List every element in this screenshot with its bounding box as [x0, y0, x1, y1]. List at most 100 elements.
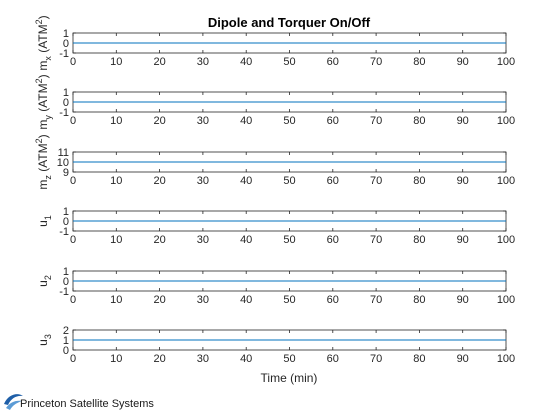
x-tick-label: 50: [283, 175, 295, 187]
y-tick-label: 0: [63, 216, 69, 228]
x-tick-label: 30: [197, 115, 209, 127]
x-tick-label: 0: [70, 294, 76, 306]
y-tick-label: 9: [63, 167, 69, 179]
x-tick-label: 10: [110, 56, 122, 68]
y-axis-label-mx: mx (ATM2): [34, 15, 53, 70]
x-tick-label: 30: [197, 294, 209, 306]
x-tick-label: 30: [197, 175, 209, 187]
x-tick-label: 30: [197, 234, 209, 246]
y-tick-label: 1: [63, 206, 69, 218]
x-axis-label: Time (min): [261, 371, 318, 385]
x-tick-label: 80: [413, 115, 425, 127]
x-tick-label: 20: [153, 115, 165, 127]
x-tick-label: 100: [497, 115, 515, 127]
x-tick-label: 60: [327, 294, 339, 306]
x-tick-label: 20: [153, 56, 165, 68]
x-tick-label: 10: [110, 175, 122, 187]
y-tick-label: 2: [63, 325, 69, 337]
brand-name: Princeton Satellite Systems: [20, 398, 154, 410]
x-tick-label: 40: [240, 175, 252, 187]
x-tick-label: 0: [70, 353, 76, 365]
y-axis-label-u1: u1: [36, 215, 53, 227]
x-tick-label: 20: [153, 353, 165, 365]
x-tick-label: 90: [457, 115, 469, 127]
x-tick-label: 90: [457, 175, 469, 187]
x-tick-label: 40: [240, 294, 252, 306]
y-axis-label-my: my (ATM2): [34, 74, 53, 129]
psslogo-icon: [4, 394, 23, 410]
y-tick-label: 0: [63, 276, 69, 288]
x-tick-label: 10: [110, 353, 122, 365]
x-tick-label: 90: [457, 56, 469, 68]
x-tick-label: 40: [240, 56, 252, 68]
x-tick-label: 90: [457, 234, 469, 246]
x-tick-label: 80: [413, 353, 425, 365]
x-tick-label: 60: [327, 56, 339, 68]
x-tick-label: 90: [457, 353, 469, 365]
x-tick-label: 70: [370, 56, 382, 68]
x-tick-label: 100: [497, 175, 515, 187]
x-tick-label: 50: [283, 56, 295, 68]
y-tick-label: -1: [59, 107, 69, 119]
y-tick-label: -1: [59, 226, 69, 238]
x-tick-label: 50: [283, 294, 295, 306]
x-tick-label: 20: [153, 175, 165, 187]
x-tick-label: 10: [110, 115, 122, 127]
y-axis-label-u3: u3: [36, 334, 53, 346]
x-tick-label: 100: [497, 353, 515, 365]
x-tick-label: 70: [370, 234, 382, 246]
x-tick-label: 60: [327, 115, 339, 127]
x-tick-label: 80: [413, 234, 425, 246]
x-tick-label: 50: [283, 234, 295, 246]
x-tick-label: 60: [327, 175, 339, 187]
subplot-u3: 0 10 20 30 40 50 60 70 80 90 100 012 u3: [36, 325, 515, 365]
x-tick-label: 30: [197, 353, 209, 365]
x-tick-label: 80: [413, 294, 425, 306]
x-tick-label: 90: [457, 294, 469, 306]
y-tick-label: 1: [63, 28, 69, 40]
x-tick-label: 10: [110, 294, 122, 306]
y-tick-label: 1: [63, 266, 69, 278]
x-tick-label: 80: [413, 56, 425, 68]
x-tick-label: 0: [70, 56, 76, 68]
x-tick-label: 40: [240, 353, 252, 365]
y-tick-label: 1: [63, 335, 69, 347]
x-tick-label: 100: [497, 294, 515, 306]
x-tick-label: 50: [283, 353, 295, 365]
x-tick-label: 50: [283, 115, 295, 127]
x-tick-label: 70: [370, 115, 382, 127]
x-tick-label: 20: [153, 234, 165, 246]
x-tick-label: 20: [153, 294, 165, 306]
y-tick-label: 0: [63, 97, 69, 109]
chart-title: Dipole and Torquer On/Off: [208, 15, 371, 30]
x-tick-label: 70: [370, 294, 382, 306]
x-tick-label: 80: [413, 175, 425, 187]
x-tick-label: 40: [240, 234, 252, 246]
x-tick-label: 30: [197, 56, 209, 68]
x-tick-label: 10: [110, 234, 122, 246]
x-tick-label: 60: [327, 234, 339, 246]
y-tick-label: -1: [59, 48, 69, 60]
y-axis-label-mz: mz (ATM2): [34, 134, 53, 189]
x-tick-label: 70: [370, 175, 382, 187]
y-tick-label: 11: [58, 147, 69, 159]
y-tick-label: -1: [59, 286, 69, 298]
x-tick-label: 0: [70, 115, 76, 127]
x-tick-label: 0: [70, 175, 76, 187]
x-tick-label: 0: [70, 234, 76, 246]
x-tick-label: 40: [240, 115, 252, 127]
y-axis-label-u2: u2: [36, 275, 53, 287]
x-tick-label: 60: [327, 353, 339, 365]
x-tick-label: 70: [370, 353, 382, 365]
y-tick-label: 1: [63, 87, 69, 99]
x-tick-label: 100: [497, 234, 515, 246]
y-tick-label: 0: [63, 345, 69, 357]
y-tick-label: 0: [63, 38, 69, 50]
